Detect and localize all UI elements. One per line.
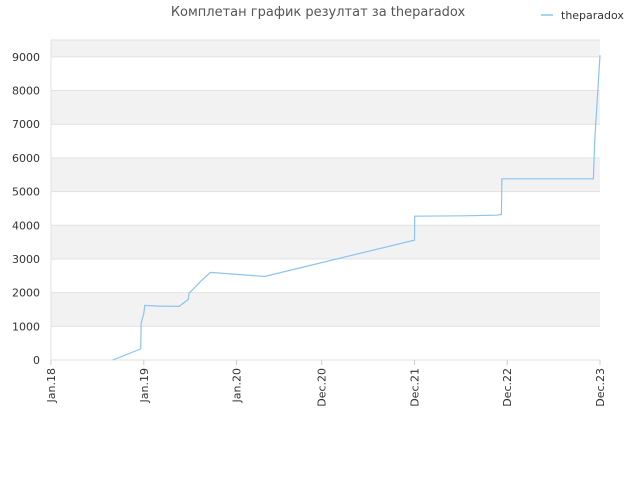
y-tick-label: 6000 [12, 152, 40, 165]
series-line-theparadox [112, 55, 601, 361]
x-tick-label: Jan.18 [45, 368, 58, 403]
grid-band [51, 292, 600, 327]
y-axis-ticks: 0 1000 2000 3000 4000 5000 6000 7000 8000 9000 [12, 51, 40, 367]
y-tick-label: 8000 [12, 85, 40, 98]
chart-title: Комплетан график резултат за theparadox [171, 5, 466, 20]
y-tick-label: 3000 [12, 253, 40, 266]
y-tick-label: 0 [33, 354, 40, 367]
x-axis-ticks: Jan.18 Jan.19 Jan.20 Dec.20 Dec.21 Dec.22 Dec.… [45, 360, 607, 407]
grid-band [51, 258, 600, 293]
grid-band [51, 191, 600, 226]
grid-lines [50, 39, 600, 361]
x-tick-label: Dec.22 [501, 368, 514, 407]
x-tick-label: Dec.21 [408, 368, 421, 407]
y-tick-label: 5000 [12, 186, 40, 199]
grid-bands [51, 40, 600, 360]
legend-label-theparadox: theparadox [561, 9, 624, 22]
grid-band [51, 40, 600, 57]
grid-band [51, 326, 600, 360]
y-tick-label: 9000 [12, 51, 40, 64]
series-layer [112, 55, 601, 361]
x-tick-label: Jan.19 [138, 368, 151, 403]
x-tick-label: Jan.20 [231, 368, 244, 403]
x-tick-label: Dec.20 [316, 368, 329, 407]
grid-band [51, 157, 600, 192]
y-tick-label: 4000 [12, 219, 40, 232]
grid-band [51, 90, 600, 125]
y-tick-label: 2000 [12, 287, 40, 300]
y-tick-label: 1000 [12, 320, 40, 333]
grid-band [51, 225, 600, 259]
grid-band [51, 56, 600, 91]
y-tick-label: 7000 [12, 118, 40, 131]
legend: theparadox [541, 9, 624, 22]
grid-band [51, 124, 600, 158]
x-tick-label: Dec.23 [594, 368, 607, 407]
